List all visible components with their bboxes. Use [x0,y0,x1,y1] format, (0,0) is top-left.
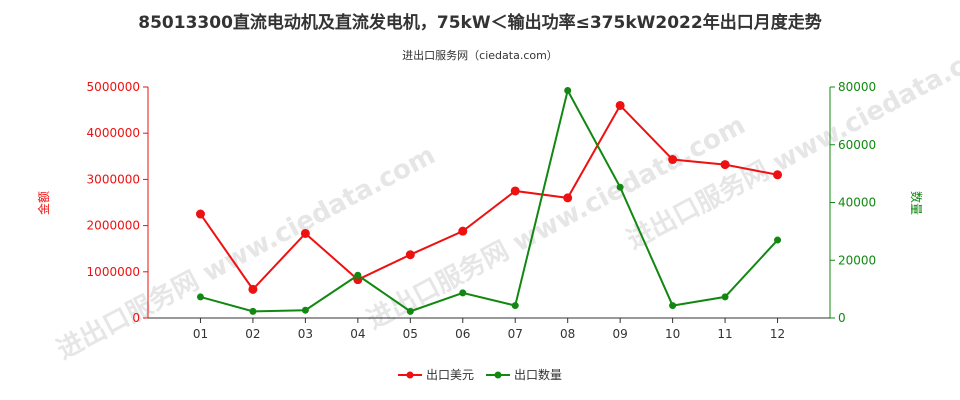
data-point-quantity [196,293,204,301]
data-point-quantity [511,302,519,310]
x-tick-label: 12 [770,327,785,341]
data-point-quantity [301,306,309,314]
series-line-quantity [200,87,779,313]
x-tick-label: 08 [560,327,575,341]
y-left-tick-label: 3000000 [87,172,140,186]
data-point-amount [668,155,678,165]
y-left-axis-label: 金额 [36,191,51,215]
y-left-tick-label: 5000000 [87,80,140,94]
x-tick-label: 11 [717,327,732,341]
legend-marker-quantity [494,371,502,379]
data-point-amount [195,209,205,219]
y-right-tick-label: 20000 [838,253,876,267]
data-point-amount [563,193,573,203]
data-point-quantity [774,236,782,244]
x-tick-label: 07 [508,327,523,341]
data-point-quantity [406,307,414,315]
y-left-tick-label: 1000000 [87,265,140,279]
x-tick-label: 10 [665,327,680,341]
y-right-tick-label: 40000 [838,196,876,210]
data-point-quantity [249,307,257,315]
x-tick-label: 01 [193,327,208,341]
x-tick-label: 03 [298,327,313,341]
x-tick-label: 09 [613,327,628,341]
data-point-amount [405,250,415,260]
data-point-quantity [459,289,467,297]
data-point-amount [615,100,625,110]
series-line-amount [199,103,778,291]
legend-label: 出口数量 [514,367,562,382]
data-point-quantity [564,86,572,94]
data-point-amount [773,170,783,180]
data-point-quantity [354,271,362,279]
data-point-amount [248,284,258,294]
data-point-quantity [616,183,624,191]
legend-label: 出口美元 [426,368,474,382]
y-right-tick-label: 60000 [838,138,876,152]
data-point-quantity [721,293,729,301]
x-tick-label: 02 [245,327,260,341]
x-tick-label: 06 [455,327,470,341]
y-left-tick-label: 4000000 [87,126,140,140]
chart-title: 85013300直流电动机及直流发电机，75kW＜输出功率≤375kW2022年… [138,13,822,33]
y-right-axis-label: 数量 [909,191,924,215]
y-left-tick-label: 2000000 [87,219,140,233]
legend-marker-amount [406,371,414,379]
y-right-tick-label: 80000 [838,80,876,94]
data-point-amount [720,160,730,170]
data-point-quantity [669,302,677,310]
y-left-tick-label: 0 [132,311,140,325]
chart-subtitle: 进出口服务网（ciedata.com） [402,49,558,62]
data-point-amount [300,228,310,238]
y-right-tick-label: 0 [838,311,846,325]
x-tick-label: 04 [350,327,365,341]
x-tick-label: 05 [403,327,418,341]
data-point-amount [458,226,468,236]
data-point-amount [510,186,520,196]
